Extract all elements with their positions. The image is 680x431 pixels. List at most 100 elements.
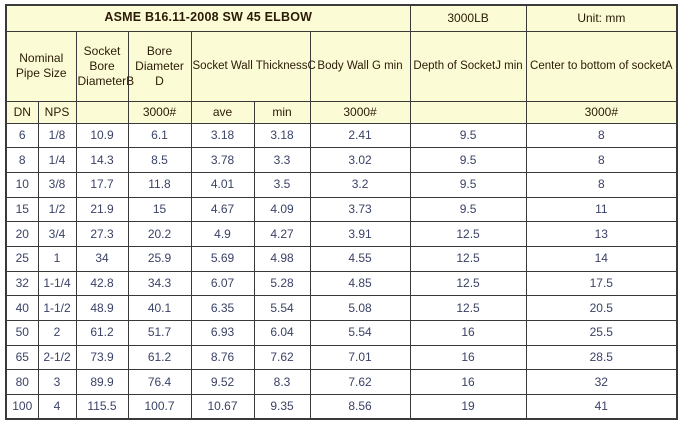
cell: 17.5 (525, 270, 678, 297)
cell: 3.18 (253, 122, 311, 149)
cell: 16 (409, 320, 527, 346)
cell: 4.98 (253, 245, 311, 272)
cell: 40 (5, 295, 39, 321)
subheader-bodywall-3000: 3000# (309, 100, 411, 124)
cell: 61.2 (75, 320, 129, 346)
cell: 1-1/2 (37, 295, 77, 321)
cell: 25.5 (525, 320, 678, 346)
cell: 7.62 (253, 344, 311, 371)
cell: 21.9 (75, 196, 129, 223)
cell: 32 (525, 369, 678, 396)
cell: 100 (5, 394, 39, 420)
unit-cell: Unit: mm (525, 4, 678, 32)
col-header-body-wall: Body Wall G min (309, 30, 411, 102)
cell: 3.18 (190, 122, 255, 149)
cell: 4.67 (190, 196, 255, 223)
cell: 4.27 (253, 221, 311, 247)
cell: 8.3 (253, 369, 311, 396)
table-row: 8 1/4 14.3 8.5 3.78 3.3 3.02 9.5 8 (5, 147, 678, 173)
subheader-min: min (253, 100, 311, 124)
cell: 8.76 (190, 344, 255, 371)
cell: 13 (525, 221, 678, 247)
cell: 6.1 (127, 122, 192, 149)
cell: 27.3 (75, 221, 129, 247)
cell: 5.08 (309, 295, 411, 321)
cell: 6.07 (190, 270, 255, 297)
cell: 1/8 (37, 122, 77, 149)
cell: 7.01 (309, 344, 411, 371)
cell: 15 (5, 196, 39, 223)
cell: 6.04 (253, 320, 311, 346)
cell: 10.67 (190, 394, 255, 420)
table-row: 15 1/2 21.9 15 4.67 4.09 3.73 9.5 11 (5, 196, 678, 223)
subheader-blank-depth (409, 100, 527, 124)
table-title: ASME B16.11-2008 SW 45 ELBOW (5, 4, 411, 32)
cell: 8 (525, 171, 678, 198)
cell: 40.1 (127, 295, 192, 321)
col-header-socket-wall-thickness: Socket Wall ThicknessC (190, 30, 316, 102)
cell: 3.02 (309, 147, 411, 173)
cell: 20.5 (525, 295, 678, 321)
cell: 3.78 (190, 147, 255, 173)
cell: 4.85 (309, 270, 411, 297)
cell: 9.5 (409, 122, 527, 149)
cell: 5.54 (253, 295, 311, 321)
cell: 48.9 (75, 295, 129, 321)
cell: 3.2 (309, 171, 411, 198)
cell: 19 (409, 394, 527, 420)
cell: 80 (5, 369, 39, 396)
column-group-row: Nominal Pipe Size Socket Bore DiameterB … (5, 30, 678, 102)
cell: 1/4 (37, 147, 77, 173)
cell: 11.8 (127, 171, 192, 198)
table-row: 50 2 61.2 51.7 6.93 6.04 5.54 16 25.5 (5, 320, 678, 346)
cell: 41 (525, 394, 678, 420)
cell: 76.4 (127, 369, 192, 396)
subheader-bore-3000: 3000# (127, 100, 192, 124)
cell: 8 (525, 147, 678, 173)
cell: 4.01 (190, 171, 255, 198)
table-row: 25 1 34 25.9 5.69 4.98 4.55 12.5 14 (5, 245, 678, 272)
cell: 51.7 (127, 320, 192, 346)
subheader-nps: NPS (37, 100, 77, 124)
pressure-class-cell: 3000LB (409, 4, 527, 32)
cell: 2-1/2 (37, 344, 77, 371)
cell: 6.93 (190, 320, 255, 346)
title-row: ASME B16.11-2008 SW 45 ELBOW 3000LB Unit… (5, 4, 678, 32)
col-header-socket-bore-diameter: Socket Bore DiameterB (75, 30, 134, 102)
cell: 3.73 (309, 196, 411, 223)
table-row: 100 4 115.5 100.7 10.67 9.35 8.56 19 41 (5, 394, 678, 420)
elbow-spec-table: ASME B16.11-2008 SW 45 ELBOW 3000LB Unit… (5, 4, 679, 421)
cell: 8 (5, 147, 39, 173)
cell: 16 (409, 344, 527, 371)
col-header-depth-of-socket: Depth of SocketJ min (409, 30, 527, 102)
cell: 4.9 (190, 221, 255, 247)
cell: 73.9 (75, 344, 129, 371)
cell: 12.5 (409, 270, 527, 297)
cell: 42.8 (75, 270, 129, 297)
cell: 9.5 (409, 171, 527, 198)
col-header-nominal-pipe-size: Nominal Pipe Size (5, 30, 77, 102)
table-row: 32 1-1/4 42.8 34.3 6.07 5.28 4.85 12.5 17.5 (5, 270, 678, 297)
table-row: 20 3/4 27.3 20.2 4.9 4.27 3.91 12.5 13 (5, 221, 678, 247)
subheader-center-3000: 3000# (525, 100, 678, 124)
cell: 14.3 (75, 147, 129, 173)
cell: 5.69 (190, 245, 255, 272)
cell: 11 (525, 196, 678, 223)
col-header-bore-diameter: Bore Diameter D (127, 30, 192, 102)
cell: 3 (37, 369, 77, 396)
cell: 7.62 (309, 369, 411, 396)
cell: 32 (5, 270, 39, 297)
cell: 3.3 (253, 147, 311, 173)
cell: 10 (5, 171, 39, 198)
col-header-center-to-bottom: Center to bottom of socketA (525, 30, 678, 102)
cell: 6.35 (190, 295, 255, 321)
cell: 1 (37, 245, 77, 272)
cell: 12.5 (409, 221, 527, 247)
cell: 1/2 (37, 196, 77, 223)
cell: 4.55 (309, 245, 411, 272)
cell: 115.5 (75, 394, 129, 420)
cell: 8.56 (309, 394, 411, 420)
cell: 8.5 (127, 147, 192, 173)
cell: 4.09 (253, 196, 311, 223)
